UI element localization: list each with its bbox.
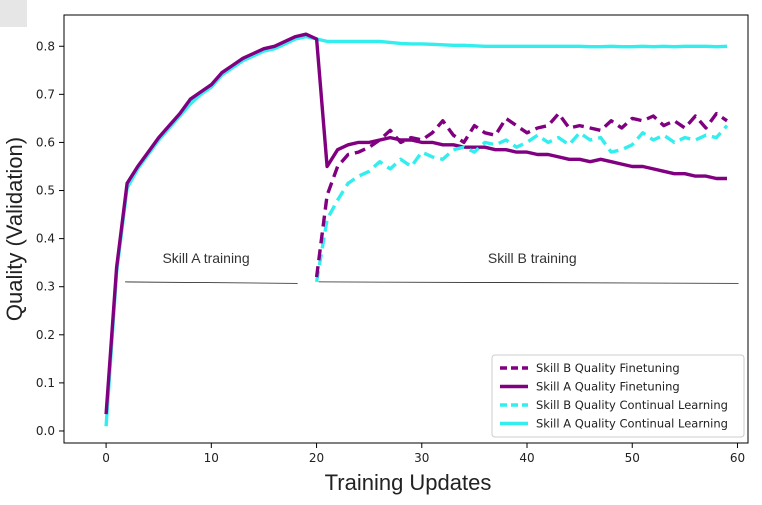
x-tick-label: 40 <box>519 451 534 465</box>
y-tick-label: 0.4 <box>36 232 55 246</box>
y-tick-label: 0.2 <box>36 328 55 342</box>
y-tick-label: 0.6 <box>36 135 55 149</box>
plot-frame <box>63 14 749 444</box>
series-line-4 <box>104 34 728 427</box>
y-tick-label: 0.3 <box>36 280 55 294</box>
legend-box <box>491 354 745 438</box>
annotation-line <box>125 281 298 284</box>
annotation-line <box>318 281 739 284</box>
x-tick-label: 10 <box>204 451 219 465</box>
x-tick-label: 20 <box>309 451 324 465</box>
annotation-label: Skill A training <box>162 250 249 266</box>
x-tick-label: 30 <box>414 451 429 465</box>
y-tick-label: 0.8 <box>36 39 55 53</box>
x-tick-label: 50 <box>625 451 640 465</box>
corner-mark <box>0 0 27 27</box>
y-tick-label: 0.0 <box>36 424 55 438</box>
x-tick-label: 60 <box>730 451 745 465</box>
x-axis-title: Training Updates <box>325 470 492 495</box>
legend-entry: Skill A Quality Continual Learning <box>536 417 728 431</box>
annotation-label: Skill B training <box>488 250 577 266</box>
x-tick-label: 0 <box>102 451 110 465</box>
legend-entry: Skill B Quality Finetuning <box>536 361 680 375</box>
legend-entry: Skill B Quality Continual Learning <box>536 398 728 412</box>
series-line-1 <box>314 111 728 278</box>
series-line-3 <box>314 124 729 283</box>
y-tick-label: 0.5 <box>36 184 55 198</box>
y-tick-label: 0.1 <box>36 376 55 390</box>
y-axis-title: Quality (Validation) <box>2 137 27 321</box>
legend-entry: Skill A Quality Finetuning <box>536 380 680 394</box>
plot-area: 0 10 20 30 40 50 60 0.0 0.1 0.2 0.3 0.4 0.5 0.6 0.7 0.8… <box>36 14 749 465</box>
series-line-2 <box>104 32 727 415</box>
y-tick-label: 0.7 <box>36 87 55 101</box>
